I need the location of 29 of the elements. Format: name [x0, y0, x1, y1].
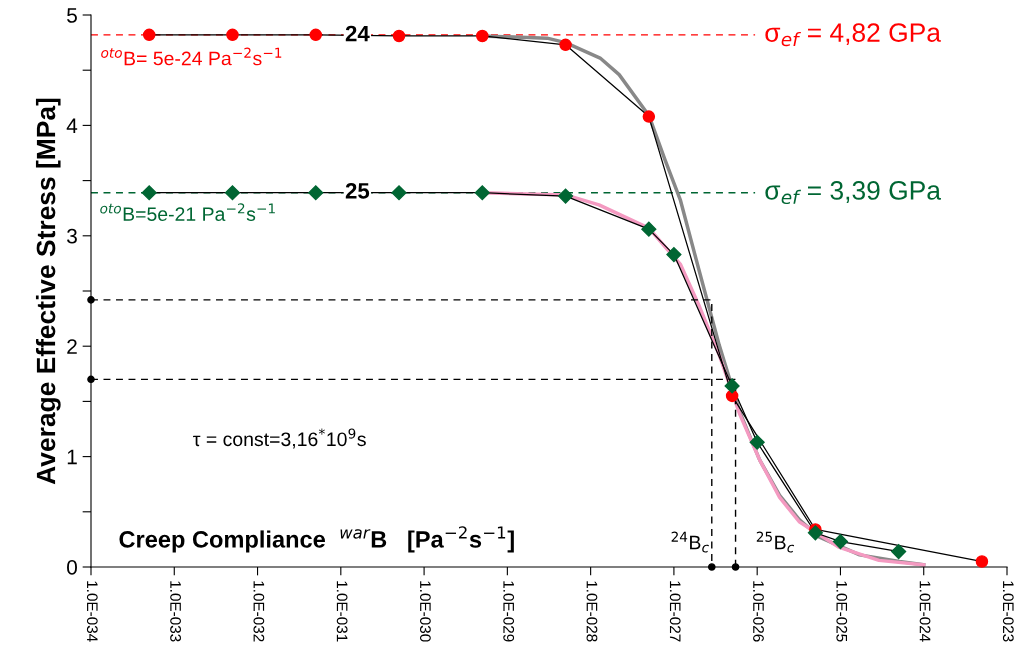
- x-axis-title: Creep Compliance $^{war}$B [Pa$^{−2}$s$^{−1}$]: [119, 526, 514, 553]
- annotation: $^{oto}$B= 5e-24 Pa$^{−2}$s$^{−1}$: [101, 47, 282, 66]
- x-tick-label: 1.0E-032: [253, 581, 265, 642]
- ref-line-label: σ$_{ef}$ = 3,39 GPa: [765, 181, 941, 205]
- x-tick-label: 1.0E-033: [170, 581, 181, 642]
- annotation: $^{oto}$B=5e-21 Pa$^{−2}$s$^{−1}$: [100, 203, 275, 221]
- y-tick-label: 0: [67, 560, 77, 575]
- x-tick-label: 1.0E-034: [86, 581, 98, 642]
- x-tick-label: 1.0E-024: [919, 581, 931, 642]
- x-tick-label: 1.0E-029: [503, 581, 515, 642]
- x-tick-label: 1.0E-027: [669, 581, 681, 642]
- y-axis-title: Average Effective Stress [MPa]: [35, 98, 61, 485]
- ref-line-label: σ$_{ef}$ = 4,82 GPa: [765, 23, 941, 47]
- annotation: τ = const=3,16$^{*}$10$^{9}$s: [193, 428, 366, 449]
- x-tick-label: 1.0E-023: [1002, 581, 1014, 642]
- y-tick-label: 1: [67, 449, 77, 465]
- x-tick-label: 1.0E-025: [836, 581, 848, 642]
- series-label: 25: [345, 182, 370, 199]
- y-tick-label: 4: [66, 118, 78, 133]
- x-tick-label: 1.0E-031: [336, 581, 348, 642]
- annotation: $^{25}$B$_{c}$: [756, 531, 795, 553]
- x-tick-label: 1.0E-028: [586, 581, 598, 642]
- y-tick-label: 2: [67, 339, 77, 354]
- y-tick-label: 3: [67, 228, 77, 244]
- series-label: 24: [345, 25, 370, 42]
- x-tick-label: 1.0E-030: [419, 581, 431, 642]
- y-tick-label: 5: [67, 8, 77, 23]
- annotation: $^{24}$B$_{c}$: [671, 531, 709, 553]
- x-tick-label: 1.0E-026: [753, 581, 764, 642]
